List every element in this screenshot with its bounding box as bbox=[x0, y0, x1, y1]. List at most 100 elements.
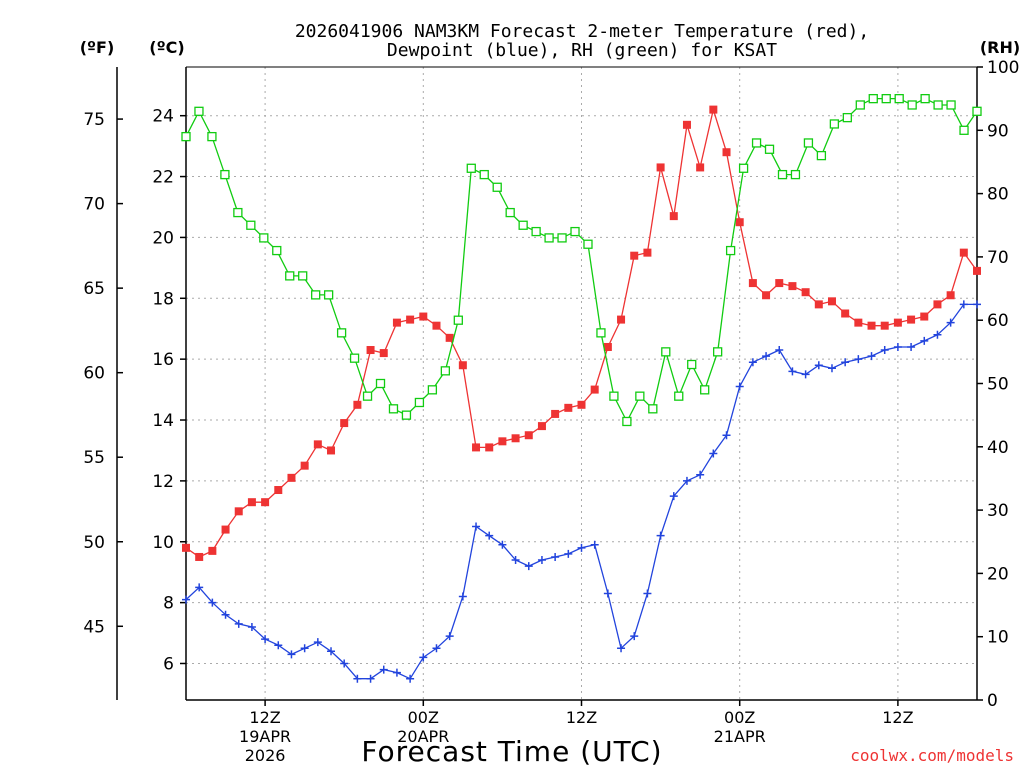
rh-point bbox=[544, 233, 554, 243]
temperature-point bbox=[234, 507, 243, 516]
temperature-point bbox=[432, 321, 441, 330]
rh-point bbox=[362, 391, 373, 401]
x-axis-date-label: 21APR bbox=[714, 727, 766, 746]
rh-point bbox=[959, 125, 969, 135]
rh-point bbox=[453, 315, 463, 325]
temperature-point bbox=[867, 321, 876, 330]
rh-point bbox=[855, 100, 865, 110]
rh-point bbox=[466, 163, 476, 173]
dewpoint-point bbox=[419, 653, 428, 662]
dewpoint-point bbox=[643, 589, 652, 598]
dewpoint-point bbox=[511, 556, 520, 565]
rh-point bbox=[790, 169, 801, 180]
temperature-point bbox=[419, 312, 428, 321]
dewpoint-point bbox=[920, 336, 929, 345]
rh-point bbox=[661, 347, 671, 357]
temperature-point bbox=[221, 525, 230, 534]
dewpoint-point bbox=[195, 583, 204, 592]
rh-point bbox=[259, 233, 269, 243]
f-axis-tick-label: 60 bbox=[83, 364, 105, 384]
dewpoint-point bbox=[854, 355, 863, 364]
rh-point bbox=[713, 347, 723, 357]
temperature-point bbox=[775, 279, 784, 288]
temperature-point bbox=[551, 409, 560, 418]
temperature-point bbox=[182, 543, 190, 552]
temperature-point bbox=[682, 120, 691, 129]
temperature-point bbox=[313, 440, 322, 449]
temperature-point bbox=[709, 105, 718, 114]
dewpoint-point bbox=[880, 346, 889, 355]
dewpoint-point bbox=[379, 665, 388, 674]
dewpoint-point bbox=[327, 647, 336, 656]
dewpoint-point bbox=[590, 540, 599, 549]
temperature-point bbox=[287, 473, 296, 482]
dewpoint-point bbox=[801, 370, 810, 379]
unit-f-label: (ºF) bbox=[80, 38, 115, 57]
f-axis-tick-label: 65 bbox=[83, 279, 105, 299]
c-axis-tick-label: 10 bbox=[152, 533, 174, 553]
dewpoint-point bbox=[300, 644, 309, 653]
rh-point bbox=[635, 391, 645, 401]
c-axis-tick-label: 6 bbox=[163, 654, 174, 674]
rh-point bbox=[207, 131, 217, 142]
rh-point bbox=[375, 378, 386, 389]
dewpoint-point bbox=[682, 476, 691, 485]
temperature-point bbox=[603, 342, 612, 351]
rh-point bbox=[803, 138, 814, 148]
series-dewpoint bbox=[182, 300, 981, 683]
dewpoint-point bbox=[814, 361, 823, 370]
temperature-point bbox=[195, 552, 204, 561]
rh-point bbox=[181, 131, 191, 142]
x-axis-date-label: 19APR bbox=[239, 727, 291, 746]
dewpoint-point bbox=[564, 549, 573, 558]
x-axis-tick-label: 12Z bbox=[566, 708, 597, 727]
rh-axis-tick-label: 100 bbox=[987, 58, 1019, 78]
dewpoint-point bbox=[907, 342, 916, 351]
rh-point bbox=[583, 239, 593, 249]
dewpoint-point bbox=[366, 674, 375, 683]
temperature-point bbox=[630, 251, 639, 260]
rh-point bbox=[492, 182, 502, 192]
rh-point bbox=[609, 391, 619, 401]
rh-point bbox=[829, 119, 840, 129]
dewpoint-point bbox=[867, 352, 876, 361]
series-layer bbox=[181, 94, 982, 683]
dewpoint-point bbox=[788, 367, 797, 376]
rh-point bbox=[868, 94, 878, 104]
temperature-point bbox=[406, 315, 415, 324]
c-axis-tick-label: 14 bbox=[152, 411, 174, 431]
grid-layer bbox=[186, 67, 977, 700]
c-axis-tick-label: 22 bbox=[152, 168, 174, 188]
dewpoint-point bbox=[432, 644, 441, 653]
dewpoint-point bbox=[537, 556, 546, 565]
dewpoint-point bbox=[696, 470, 705, 479]
rh-point bbox=[894, 94, 904, 104]
rh-point bbox=[596, 328, 606, 338]
temperature-point bbox=[722, 148, 731, 157]
temperature-point bbox=[327, 446, 336, 455]
dewpoint-point bbox=[775, 346, 784, 355]
temperature-point bbox=[880, 321, 889, 330]
temperature-point bbox=[485, 443, 494, 452]
rh-point bbox=[946, 100, 956, 110]
rh-point bbox=[194, 106, 204, 116]
dewpoint-point bbox=[182, 595, 190, 604]
rh-axis-tick-label: 50 bbox=[987, 375, 1009, 395]
rh-point bbox=[557, 233, 567, 243]
f-axis-tick-label: 70 bbox=[83, 195, 105, 215]
dewpoint-point bbox=[458, 592, 467, 601]
temperature-point bbox=[788, 282, 797, 291]
temperature-point bbox=[524, 431, 533, 440]
temperature-point bbox=[300, 461, 309, 470]
rh-axis-tick-label: 60 bbox=[987, 311, 1009, 331]
temperature-point bbox=[617, 315, 626, 324]
temperature-point bbox=[696, 163, 705, 172]
temperature-point bbox=[920, 312, 929, 321]
rh-point bbox=[622, 416, 632, 427]
temperature-point bbox=[247, 498, 256, 507]
rh-point bbox=[414, 397, 425, 408]
temperature-point bbox=[564, 403, 573, 412]
temperature-point bbox=[854, 318, 863, 327]
dewpoint-point bbox=[247, 622, 256, 631]
x-axis-date-label: 20APR bbox=[397, 727, 449, 746]
